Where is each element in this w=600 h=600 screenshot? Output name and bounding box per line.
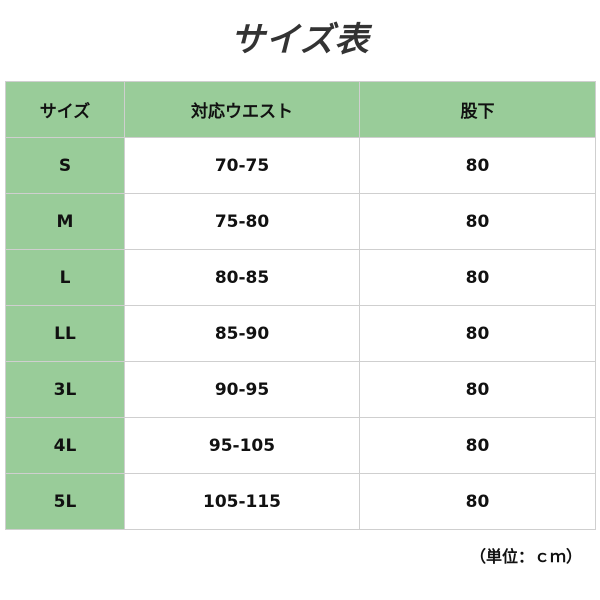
inseam-cell: 80 [359, 361, 596, 418]
size-cell: L [5, 249, 125, 306]
size-cell: M [5, 193, 125, 250]
waist-cell: 70-75 [124, 137, 360, 194]
header-size: サイズ [5, 81, 125, 138]
inseam-cell: 80 [359, 193, 596, 250]
size-cell: S [5, 137, 125, 194]
inseam-cell: 80 [359, 305, 596, 362]
size-table: サイズ 対応ウエスト 股下 S 70-75 80 M 75-80 80 L 80-85 80 LL… [5, 81, 596, 530]
table-row: 3L 90-95 80 [5, 361, 596, 418]
waist-cell: 105-115 [124, 473, 360, 530]
inseam-cell: 80 [359, 137, 596, 194]
table-header-row: サイズ 対応ウエスト 股下 [5, 81, 596, 138]
header-waist: 対応ウエスト [124, 81, 360, 138]
size-cell: 5L [5, 473, 125, 530]
size-cell: 4L [5, 417, 125, 474]
table-row: 5L 105-115 80 [5, 473, 596, 530]
table-row: S 70-75 80 [5, 137, 596, 194]
size-cell: LL [5, 305, 125, 362]
page-title: サイズ表 [230, 20, 370, 60]
size-cell: 3L [5, 361, 125, 418]
inseam-cell: 80 [359, 473, 596, 530]
waist-cell: 85-90 [124, 305, 360, 362]
inseam-cell: 80 [359, 249, 596, 306]
waist-cell: 90-95 [124, 361, 360, 418]
inseam-cell: 80 [359, 417, 596, 474]
table-row: M 75-80 80 [5, 193, 596, 250]
waist-cell: 75-80 [124, 193, 360, 250]
waist-cell: 80-85 [124, 249, 360, 306]
unit-note: （単位：ｃｍ） [469, 547, 582, 566]
table-row: 4L 95-105 80 [5, 417, 596, 474]
header-inseam: 股下 [359, 81, 596, 138]
table-row: L 80-85 80 [5, 249, 596, 306]
table-row: LL 85-90 80 [5, 305, 596, 362]
waist-cell: 95-105 [124, 417, 360, 474]
